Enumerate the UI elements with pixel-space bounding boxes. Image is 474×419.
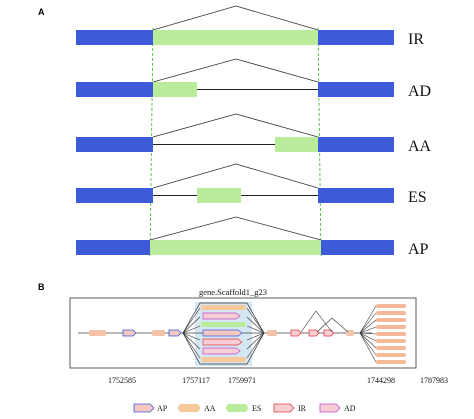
exon-left — [76, 30, 153, 45]
exon-right — [318, 82, 394, 97]
legend-item-ap: AP — [133, 403, 168, 413]
splice-arc — [152, 5, 319, 31]
skipped-exon — [197, 188, 241, 203]
gene-track-frame — [69, 297, 417, 369]
isoform-fan-left — [182, 307, 201, 359]
coordinate-label: 1757117 — [182, 376, 210, 385]
splice-arc — [149, 216, 322, 241]
dashed-guide-left — [149, 27, 154, 257]
track-exon — [346, 330, 354, 336]
track-exon — [89, 330, 106, 336]
exon-right — [321, 240, 394, 255]
event-row-ap: AP — [76, 216, 429, 258]
event-label-ap: AP — [408, 241, 429, 258]
event-label-ir: IR — [408, 31, 424, 48]
panel-b-letter: B — [38, 282, 45, 292]
legend-label: AA — [204, 404, 216, 413]
retained-intron — [153, 30, 318, 45]
coordinate-label: 1744298 — [367, 376, 395, 385]
splice-arc — [316, 317, 349, 333]
alt-donor-extension — [153, 82, 197, 97]
dashed-guide-right — [317, 27, 322, 257]
legend: AP AA ES IR AD — [133, 403, 356, 413]
isoform-stack-far-right — [376, 304, 406, 364]
legend-label: IR — [298, 404, 307, 413]
splice-arc — [300, 310, 333, 333]
panel-a-letter: A — [38, 7, 45, 17]
coordinate-label: 1759971 — [228, 376, 256, 385]
exon-right — [318, 137, 394, 152]
splice-arc — [152, 58, 319, 83]
ap-arrow-box — [122, 329, 137, 337]
track-exon — [152, 330, 165, 336]
coordinate-label: 1752585 — [108, 376, 136, 385]
isoform-stack — [201, 305, 246, 362]
event-row-aa: AA — [76, 113, 432, 155]
exon-left — [76, 137, 153, 152]
hexagon-outline — [182, 302, 265, 365]
exon-right — [318, 188, 394, 203]
legend-item-es: ES — [226, 404, 261, 413]
alt-acceptor-extension — [275, 137, 318, 152]
alternative-region — [150, 240, 321, 255]
isoform-fan-far-right — [359, 305, 377, 363]
exon-right — [318, 30, 394, 45]
event-label-ad: AD — [408, 83, 431, 100]
coordinate-label: 1787983 — [420, 376, 448, 385]
legend-label: ES — [252, 404, 261, 413]
splice-arc — [152, 163, 319, 189]
gene-name: gene.Scaffold1_g23 — [199, 287, 267, 297]
event-row-ad: AD — [76, 58, 431, 100]
legend-item-ad: AD — [319, 403, 356, 413]
event-row-ir: IR — [76, 5, 424, 48]
ap-arrow-box — [168, 329, 182, 337]
splice-arc — [152, 113, 319, 138]
event-label-es: ES — [408, 189, 427, 206]
track-exon — [267, 330, 277, 336]
ir-arrow-box — [308, 329, 320, 337]
exon-left — [76, 240, 150, 255]
legend-item-ir: IR — [273, 403, 307, 413]
legend-label: AD — [344, 404, 356, 413]
event-row-es: ES — [76, 163, 427, 206]
event-label-aa: AA — [408, 138, 432, 155]
exon-left — [76, 188, 153, 203]
legend-label: AP — [157, 404, 168, 413]
exon-left — [76, 82, 153, 97]
ir-arrow-box — [323, 329, 335, 337]
legend-item-aa: AA — [178, 404, 216, 413]
isoform-fan-right — [246, 307, 265, 359]
ir-arrow-box — [290, 329, 302, 337]
